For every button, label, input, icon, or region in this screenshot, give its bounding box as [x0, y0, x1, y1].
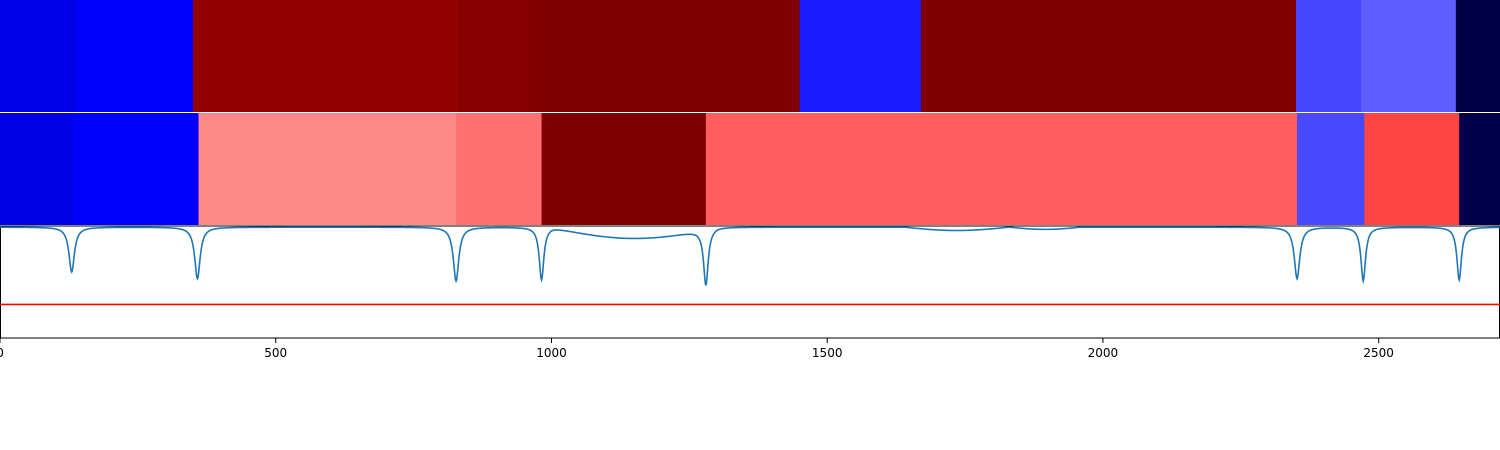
x-tick-label: 500 [264, 346, 287, 360]
heatmap-cell-r1-s3 [193, 0, 459, 112]
heatmap-rows [0, 0, 1500, 225]
x-tick-label: 1500 [812, 346, 843, 360]
x-tick-label: 1000 [536, 346, 567, 360]
x-axis: 0 500 1000 1500 2000 2500 [0, 337, 1500, 360]
heatmap-cell-r1-s9 [1361, 0, 1457, 112]
heatmap-cell-r2-s7 [1297, 113, 1365, 225]
heatmap-cell-r2-s6 [705, 113, 1298, 225]
x-ticks: 0 500 1000 1500 2000 2500 [0, 338, 1394, 360]
heatmap-cell-r2-s9 [1459, 113, 1500, 225]
heatmap-cell-r2-s8 [1364, 113, 1460, 225]
heatmap-cell-r1-s5 [529, 0, 801, 112]
signal-line [0, 226, 1500, 286]
heatmap-cell-r1-s10 [1455, 0, 1500, 112]
heatmap-cell-r2-s2 [72, 113, 200, 225]
heatmap-cell-r2-s3 [198, 113, 457, 225]
heatmap-cell-r1-s1 [0, 0, 77, 112]
heatmap-cell-r2-s4 [456, 113, 543, 225]
line-panel-frame [0, 225, 1500, 339]
heatmap-cell-r1-s7 [920, 0, 1297, 112]
x-tick-label: 2000 [1088, 346, 1119, 360]
x-tick-label: 0 [0, 346, 4, 360]
heatmap-cell-r1-s4 [457, 0, 530, 112]
heatmap-row-2 [0, 113, 1500, 225]
line-panel [0, 225, 1500, 339]
heatmap-cell-r2-s1 [0, 113, 74, 225]
heatmap-cell-r2-s5 [541, 113, 707, 225]
heatmap-row-1 [0, 0, 1500, 112]
heatmap-cell-r1-s2 [76, 0, 194, 112]
x-tick-label: 2500 [1363, 346, 1394, 360]
heatmap-cell-r1-s6 [799, 0, 922, 112]
heatmap-cell-r1-s8 [1295, 0, 1362, 112]
